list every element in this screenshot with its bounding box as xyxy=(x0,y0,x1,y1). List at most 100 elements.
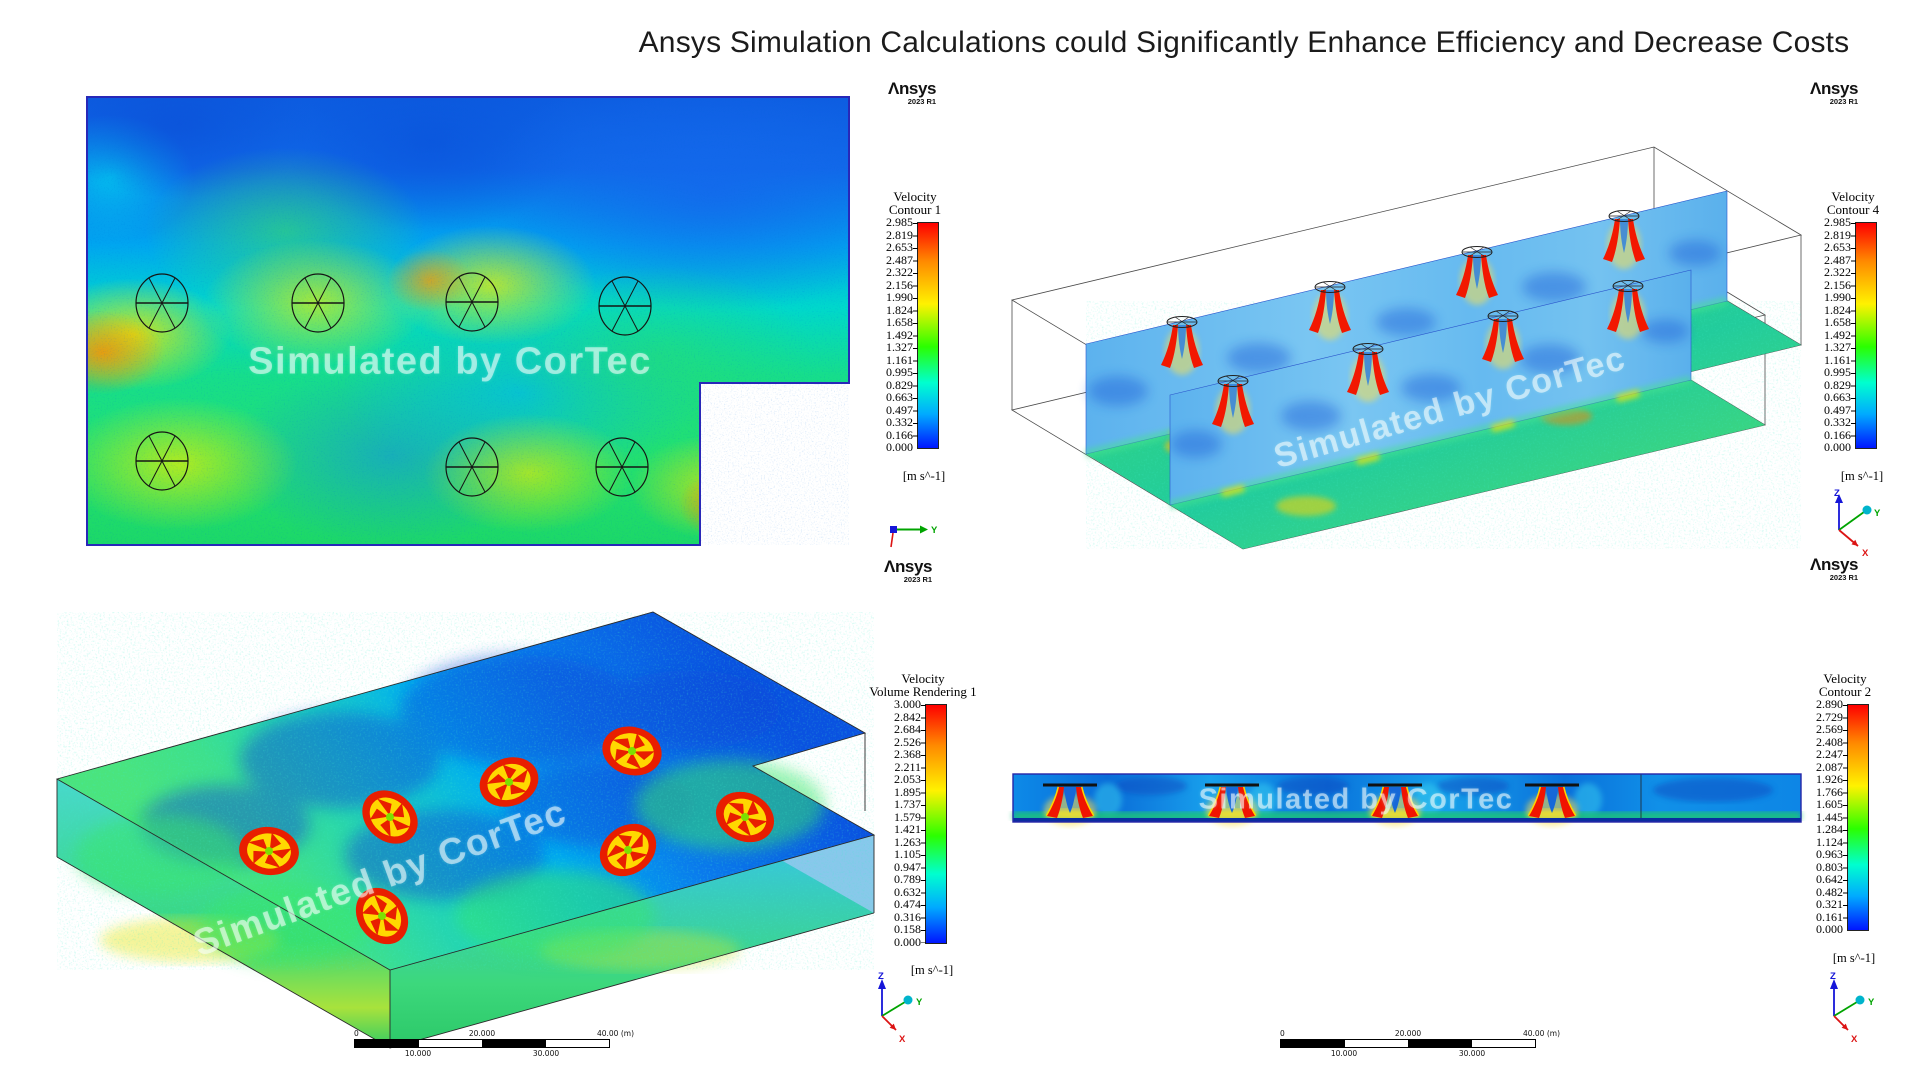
scalebar-label: 30.000 xyxy=(1458,1049,1486,1058)
legend-value: 1.105 xyxy=(894,847,921,861)
legend-values: 2.890 2.729 2.569 2.408 2.247 2.087 1.926 1.766… xyxy=(1794,698,1847,936)
ansys-version: 2023 R1 xyxy=(903,575,933,584)
z-axis-arrow-icon xyxy=(878,979,886,989)
legend-value: 3.000 xyxy=(894,697,921,711)
legend-value: 1.824 xyxy=(886,302,913,317)
legend-value: 0.663 xyxy=(886,390,913,404)
x-axis-label: X xyxy=(899,1034,906,1045)
legend-value: 0.000 xyxy=(886,440,913,454)
ansys-wordmark: Λnsys xyxy=(888,79,937,98)
legend-subtitle: Volume Rendering 1 xyxy=(869,684,977,699)
legend-value: 1.161 xyxy=(1824,352,1851,367)
legend-value: 0.000 xyxy=(1824,440,1851,454)
y-axis-arrow-icon xyxy=(1833,1001,1858,1017)
legend-value: 1.926 xyxy=(1816,772,1843,786)
legend-unit: [m s^-1] xyxy=(910,963,954,977)
legend-value: 1.658 xyxy=(1824,315,1851,329)
x-axis-label: X xyxy=(1851,1034,1858,1045)
legend-body: 3.000 2.842 2.684 2.526 2.368 2.211 2.053 1.895… xyxy=(848,698,998,954)
scalebar-segment xyxy=(355,1040,419,1047)
slab-wireframe xyxy=(55,611,876,1049)
legend-value: 0.803 xyxy=(1816,859,1843,874)
scalebar-label: 20.000 xyxy=(1394,1029,1422,1038)
z-axis-label: Z xyxy=(878,971,884,982)
legend-value: 0.829 xyxy=(1824,377,1851,392)
legend-value: 0.321 xyxy=(1816,897,1843,911)
legend-value: 0.789 xyxy=(894,872,921,886)
legend-value: 0.332 xyxy=(886,415,913,429)
page-title: Ansys Simulation Calculations could Sign… xyxy=(638,26,1850,59)
axis-triad-3d: Z Y X xyxy=(1834,488,1881,559)
watermark: Simulated by CorTec xyxy=(1198,783,1514,816)
ansys-version: 2023 R1 xyxy=(1829,97,1859,106)
scale-ruler: 0 20.000 40.00 (m) 10.000 30.000 xyxy=(354,1029,634,1058)
legend-value: 2.819 xyxy=(886,227,913,242)
y-axis-label: Y xyxy=(1868,997,1875,1008)
scale-ruler: 0 20.000 40.00 (m) 10.000 30.000 xyxy=(1280,1029,1560,1058)
legend-velocity-contour4: Velocity Contour 4 2.985 2.819 2.653 2.487 2.3… xyxy=(1778,190,1920,484)
z-axis-arrow-icon xyxy=(1835,494,1843,503)
legend-value: 2.985 xyxy=(1824,215,1851,229)
scalebar-label: 10.000 xyxy=(1330,1049,1358,1058)
legend-subtitle: Contour 1 xyxy=(888,202,942,217)
x-axis-arrow-icon xyxy=(889,1023,896,1030)
legend-body: 2.985 2.819 2.653 2.487 2.322 2.156 1.990 1.824… xyxy=(1778,216,1920,460)
legend-value: 2.653 xyxy=(1824,240,1851,254)
legend-value: 1.895 xyxy=(894,784,921,799)
scalebar-segment xyxy=(418,1040,482,1047)
strip-bottom-edge xyxy=(1013,818,1801,822)
legend-value: 1.990 xyxy=(886,290,913,304)
legend-value: 2.684 xyxy=(894,722,921,736)
scalebar-labels-below: 10.000 30.000 xyxy=(1280,1048,1536,1058)
legend-value: 0.995 xyxy=(1824,365,1851,379)
legend-value: 2.408 xyxy=(1816,734,1843,749)
legend-value: 1.492 xyxy=(1824,327,1851,342)
legend-title: Velocity xyxy=(893,189,937,204)
legend-value: 1.737 xyxy=(894,797,921,811)
scalebar-label: 20.000 xyxy=(468,1029,496,1038)
legend-value: 1.124 xyxy=(1816,834,1843,849)
x-axis-label: X xyxy=(1862,548,1869,559)
domain-outline xyxy=(86,96,850,546)
watermark: Simulated by CorTec xyxy=(248,340,652,383)
scalebar-label: 30.000 xyxy=(532,1049,560,1058)
legend-subtitle: Contour 2 xyxy=(1818,684,1872,699)
scalebar-segment xyxy=(482,1040,546,1047)
scalebar-label: 0 xyxy=(354,1029,359,1038)
legend-title: Velocity xyxy=(1831,189,1875,204)
legend-value: 2.487 xyxy=(1824,252,1851,267)
legend-value: 0.474 xyxy=(894,897,921,911)
y-axis-arrow-icon xyxy=(1838,511,1865,531)
volume-rendering-scene xyxy=(55,611,876,1049)
axis-triad-3d: Z Y X xyxy=(1830,971,1875,1045)
ansys-version: 2023 R1 xyxy=(907,97,937,106)
y-axis-arrow-icon xyxy=(881,1001,906,1017)
scalebar-labels-above: 0 20.000 40.00 (m) xyxy=(1280,1029,1560,1039)
legend-value: 2.322 xyxy=(1824,265,1851,279)
legend-value: 2.368 xyxy=(894,747,921,761)
legend-value: 2.653 xyxy=(886,240,913,254)
legend-value: 2.053 xyxy=(894,772,921,786)
legend-value: 2.526 xyxy=(894,734,921,749)
slab-top-face xyxy=(57,612,874,970)
legend-value: 2.842 xyxy=(894,709,921,724)
legend-value: 0.632 xyxy=(894,884,921,899)
legend-value: 0.166 xyxy=(886,427,913,442)
y-axis-label: Y xyxy=(931,525,938,536)
legend-unit: [m s^-1] xyxy=(902,468,946,483)
legend-colorbar xyxy=(1843,704,1869,931)
axis-triad-3d: Z Y X xyxy=(878,971,923,1045)
legend-velocity-volume-rendering1: Velocity Volume Rendering 1 3.000 2.842 2.68… xyxy=(848,672,998,978)
legend-value: 1.658 xyxy=(886,315,913,329)
legend-value: 0.963 xyxy=(1816,847,1843,861)
legend-value: 0.000 xyxy=(1816,922,1843,936)
scalebar-segment xyxy=(1344,1040,1408,1047)
axis-triad-2d: Y xyxy=(890,525,938,548)
legend-value: 0.000 xyxy=(894,934,921,949)
scalebar-labels-below: 10.000 30.000 xyxy=(354,1048,610,1058)
legend-value: 1.492 xyxy=(886,327,913,342)
scalebar-bar xyxy=(1280,1039,1536,1048)
scalebar-label: 0 xyxy=(1280,1029,1285,1038)
legend-velocity-contour1: Velocity Contour 1 2.985 2.819 2.653 2.487 2.3… xyxy=(840,190,990,484)
